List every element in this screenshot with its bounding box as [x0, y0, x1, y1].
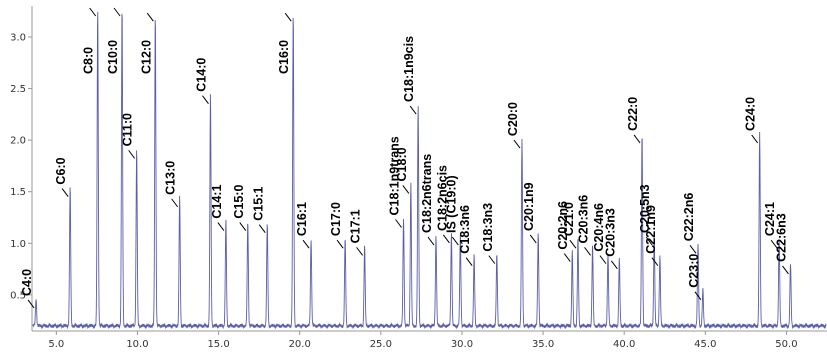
peak-leader-c20-5n3: [645, 236, 653, 246]
peak-label-c11-0: C11:0: [121, 113, 135, 146]
peak-leader-c18-1n9trans: [395, 219, 402, 228]
peak-label-c21-0: C21:0: [562, 202, 576, 236]
peak-label-c18-1n9trans: C18:1n9trans: [388, 136, 402, 215]
peak-label-c14-1: C14:1: [210, 185, 224, 219]
x-tick-label: 40.0: [613, 339, 635, 350]
peak-leader-c20-2n6: [563, 253, 571, 262]
x-tick-label: 25.0: [370, 339, 392, 350]
y-axis-ticks: 0.5 1.0 1.5 2.0 2.5 3.0: [10, 32, 32, 301]
peak-leader-c13-0: [171, 198, 179, 208]
peak-leader-c12-0: [146, 12, 154, 22]
peak-leader-c21-0: [569, 239, 577, 249]
peak-leader-c14-0: [202, 95, 209, 104]
peak-labels: C4:0 C6:0 C8:0 C10:0 C11:0 C12:0 C13:0 C14:0 C14…: [20, 7, 789, 309]
peak-label-c20-3n6: C20:3n6: [577, 195, 591, 244]
peak-leader-c18-2n6trans: [427, 236, 435, 246]
peak-leader-c10-0: [113, 7, 121, 17]
peak-label-c20-2n6: C20:2n6: [556, 201, 570, 250]
peak-leader-c15-0: [239, 222, 247, 231]
y-tick-label: 2.5: [10, 84, 26, 95]
peak-label-c24-1: C24:1: [763, 202, 777, 236]
peak-label-c18-2n6trans: C18:2n6trans: [420, 154, 434, 233]
peak-label-c18-1n9cis: C18:1n9cis: [402, 36, 416, 102]
y-tick-label: 0.5: [10, 290, 26, 301]
peak-label-c4-0: C4:0: [20, 269, 34, 296]
peak-label-c22-6n3: C22:6n3: [775, 213, 789, 262]
peak-leader-c20-1n9: [529, 234, 537, 244]
peak-label-c17-0: C17:0: [329, 202, 343, 236]
peak-label-c16-0: C16:0: [277, 40, 291, 74]
peak-label-c15-1: C15:1: [251, 187, 265, 221]
peak-leader-c18-3n6: [465, 257, 473, 266]
peak-leader-c22-0: [633, 134, 641, 144]
x-axis-ticks: 5.0 10.0 15.0 20.0 25.0 30.0 35.0 40.0 45.0 50.0: [48, 331, 798, 350]
peak-label-c16-1: C16:1: [295, 202, 309, 236]
y-tick-label: 1.5: [10, 187, 26, 198]
peak-label-c18-2n6cis: C18:2n6cis: [435, 165, 449, 231]
axes: [31, 6, 827, 332]
peak-leader-c8-0: [89, 7, 97, 17]
peak-leader-c18-2n6cis: [443, 234, 450, 244]
peak-label-c20-3n3: C20:3n3: [603, 208, 617, 257]
x-tick-label: 45.0: [694, 339, 716, 350]
peak-leader-c11-0: [128, 150, 136, 159]
x-tick-label: 5.0: [48, 339, 64, 350]
x-tick-label: 15.0: [207, 339, 229, 350]
peak-label-c15-0: C15:0: [232, 185, 246, 219]
peak-label-c8-0: C8:0: [82, 47, 96, 74]
peak-label-c20-5n3: C20:5n3: [638, 184, 652, 233]
peak-leader-c22-1n9: [651, 257, 659, 266]
peak-label-c22-1n9: C22:1n9: [644, 205, 658, 254]
peak-leader-c20-3n3: [610, 260, 618, 270]
peak-label-c10-0: C10:0: [106, 40, 120, 74]
x-tick-label: 20.0: [289, 339, 311, 350]
x-tick-label: 10.0: [126, 339, 148, 350]
peak-leader-c23-0: [694, 291, 702, 301]
peak-label-c24-0: C24:0: [744, 97, 758, 131]
peak-leader-c14-1: [217, 222, 225, 231]
peak-leader-c22-2n6: [689, 245, 697, 254]
peak-leader-is-c19-0: [451, 236, 459, 246]
peak-leader-c18-1n9cis: [409, 105, 417, 115]
peak-leader-c18-3n3: [488, 255, 496, 264]
y-tick-label: 2.0: [10, 136, 26, 147]
chromatogram-trace: [32, 11, 827, 330]
peak-leader-c22-6n3: [782, 265, 789, 275]
peak-leader-c15-1: [258, 224, 266, 233]
peak-leader-c16-1: [302, 239, 310, 249]
x-tick-label: 35.0: [532, 339, 554, 350]
x-tick-label: 30.0: [451, 339, 473, 350]
peak-leader-c17-1: [356, 247, 364, 256]
peak-label-c22-0: C22:0: [626, 97, 640, 131]
peak-label-c13-0: C13:0: [164, 161, 178, 195]
peak-leader-c20-4n6: [599, 255, 607, 264]
peak-leader-c24-1: [770, 239, 778, 249]
peak-label-c22-2n6: C22:2n6: [682, 193, 696, 242]
peak-leader-c20-0: [513, 139, 521, 149]
peak-label-c23-0: C23:0: [687, 254, 701, 288]
peak-leader-c4-0: [27, 299, 35, 309]
peak-label-c20-0: C20:0: [506, 102, 520, 136]
peak-label-c20-1n9: C20:1n9: [522, 182, 536, 231]
peak-label-c18-3n6: C18:3n6: [458, 205, 472, 254]
peak-label-c18-0: C18:0: [395, 147, 409, 181]
y-tick-label: 1.0: [10, 239, 26, 250]
peak-label-c17-1: C17:1: [349, 209, 363, 243]
peak-leader-c20-3n6: [584, 247, 591, 256]
peak-label-c20-4n6: C20:4n6: [592, 203, 606, 252]
peak-label-c12-0: C12:0: [139, 40, 153, 74]
peak-leader-c16-0: [284, 12, 292, 22]
peak-label-is-c19-0: IS (C19:0): [444, 175, 458, 233]
peak-leader-c6-0: [61, 188, 69, 197]
peak-leader-c17-0: [336, 239, 344, 249]
peak-label-c18-3n3: C18:3n3: [481, 203, 495, 252]
y-tick-label: 3.0: [10, 32, 26, 43]
peak-leader-c18-0: [402, 185, 410, 194]
peak-label-c6-0: C6:0: [54, 157, 68, 184]
x-tick-label: 50.0: [775, 339, 797, 350]
peak-label-c14-0: C14:0: [194, 58, 208, 92]
peak-leader-c24-0: [751, 134, 759, 144]
